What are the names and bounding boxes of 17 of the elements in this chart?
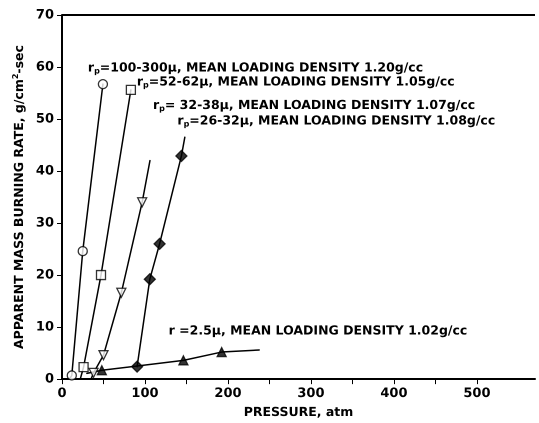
x-tick-label: 100 xyxy=(131,386,159,402)
y-tick-label: 10 xyxy=(36,320,54,335)
x-tick-label: 400 xyxy=(380,386,408,402)
y-tick-label: 20 xyxy=(36,268,54,283)
x-tick-label: 500 xyxy=(463,386,490,402)
x-tick-label: 300 xyxy=(297,386,325,402)
annotation: r =2.5μ, MEAN LOADING DENSITY 1.02g/cc xyxy=(168,322,468,338)
x-tick-label: 0 xyxy=(57,386,67,402)
y-tick-label: 60 xyxy=(36,60,54,75)
x-axis-title: PRESSURE, atm xyxy=(244,404,354,419)
y-tick-label: 50 xyxy=(36,112,54,127)
y-tick-label: 0 xyxy=(44,372,54,387)
y-tick-label: 70 xyxy=(36,8,54,22)
x-tick-label: 200 xyxy=(214,386,242,402)
y-axis-title: APPARENT MASS BURNING RATE, g/cm2-sec xyxy=(11,45,26,350)
y-tick-label: 30 xyxy=(36,216,54,231)
y-tick-label: 40 xyxy=(36,164,54,179)
